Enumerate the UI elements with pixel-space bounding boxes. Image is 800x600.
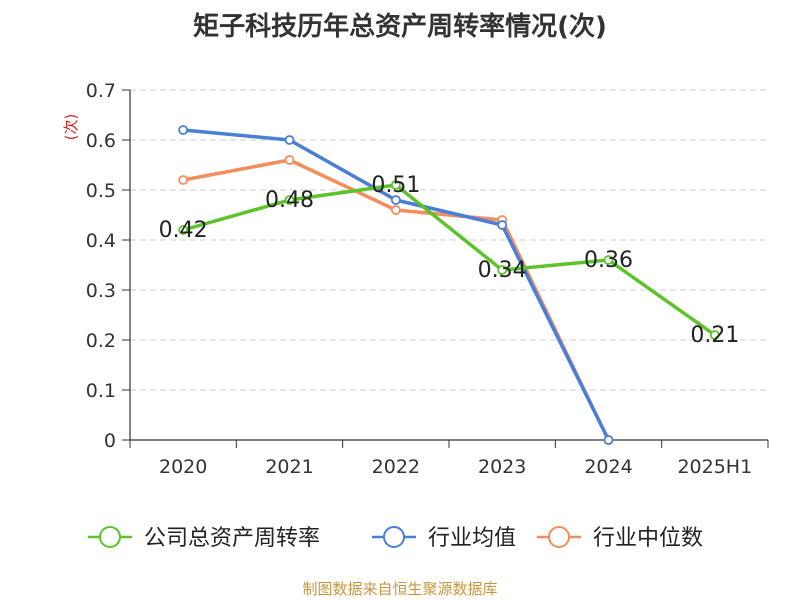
data-point — [284, 135, 295, 145]
data-point — [709, 330, 720, 340]
y-axis-label: (次) — [62, 114, 80, 141]
y-tick-label: 0.5 — [86, 180, 116, 202]
x-tick-label: 2021 — [265, 456, 313, 478]
data-point — [178, 125, 189, 135]
legend-label: 公司总资产周转率 — [144, 526, 320, 551]
x-tick-label: 2023 — [478, 456, 526, 478]
x-tick-label: 2025H1 — [677, 456, 752, 478]
y-tick-label: 0.7 — [86, 80, 116, 102]
data-point — [603, 435, 614, 445]
data-point — [284, 155, 295, 165]
x-tick-label: 2022 — [372, 456, 420, 478]
data-point — [497, 220, 508, 230]
data-label: 0.36 — [584, 248, 633, 273]
legend-marker — [548, 526, 570, 548]
y-tick-label: 0.4 — [86, 230, 116, 252]
y-tick-label: 0 — [104, 430, 116, 452]
data-label: 0.42 — [159, 218, 208, 243]
x-tick-label: 2020 — [159, 456, 207, 478]
data-point — [178, 175, 189, 185]
y-tick-label: 0.3 — [86, 280, 116, 302]
series-line-0 — [182, 183, 716, 337]
data-point — [390, 205, 401, 215]
legend-marker — [383, 526, 405, 548]
data-point — [178, 225, 189, 235]
data-label: 0.48 — [265, 188, 314, 213]
data-point — [603, 255, 614, 265]
data-label: 0.51 — [371, 173, 420, 198]
y-tick-label: 0.1 — [86, 380, 116, 402]
source-note: 制图数据来自恒生聚源数据库 — [302, 580, 498, 598]
legend-label: 行业中位数 — [593, 526, 703, 551]
data-label: 0.21 — [690, 323, 739, 348]
y-tick-label: 0.2 — [86, 330, 116, 352]
data-label: 0.34 — [478, 258, 527, 283]
data-point — [284, 195, 295, 205]
legend-label: 行业均值 — [428, 526, 516, 551]
data-point — [497, 265, 508, 275]
chart-title: 矩子科技历年总资产周转率情况(次) — [193, 12, 607, 42]
legend-marker — [99, 526, 121, 548]
y-tick-label: 0.6 — [86, 130, 116, 152]
data-point — [390, 195, 401, 205]
data-point — [390, 180, 401, 190]
x-tick-label: 2024 — [584, 456, 632, 478]
